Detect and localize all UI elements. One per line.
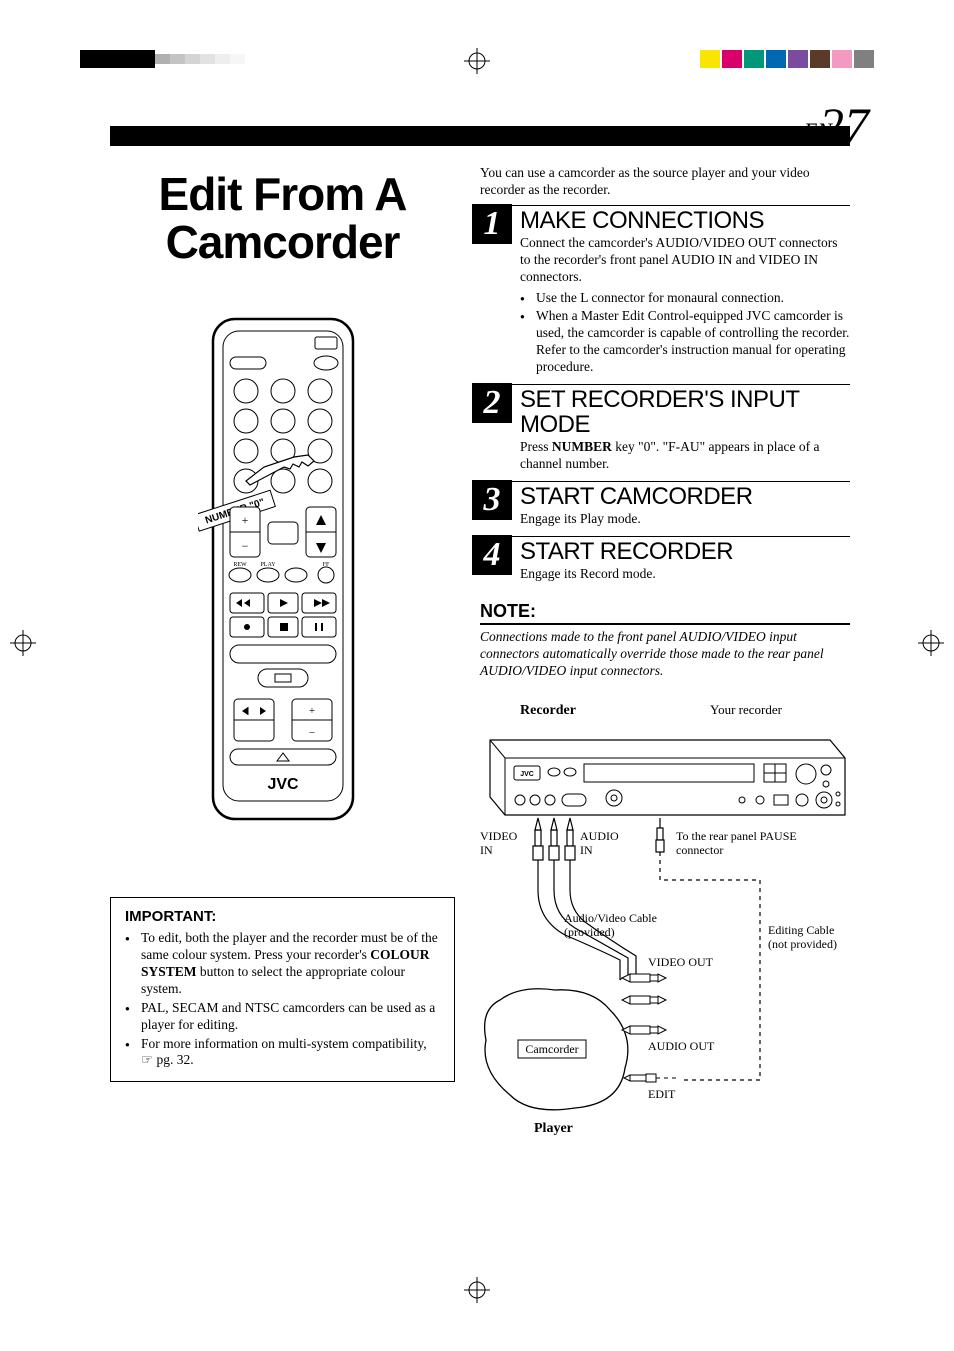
page-title: Edit From A Camcorder	[110, 170, 455, 267]
crop-mark-icon	[918, 630, 944, 656]
svg-text:(not provided): (not provided)	[768, 937, 837, 951]
svg-text:(provided): (provided)	[564, 925, 615, 939]
brand-logo: JVC	[267, 776, 299, 793]
svg-text:Camcorder: Camcorder	[525, 1042, 578, 1056]
svg-text:PLAY: PLAY	[260, 562, 276, 568]
step-number: 1	[472, 204, 512, 244]
svg-text:REW: REW	[233, 562, 247, 568]
svg-text:+: +	[241, 513, 248, 527]
step: 2SET RECORDER'S INPUT MODEPress NUMBER k…	[480, 384, 850, 473]
svg-text:FF: FF	[322, 562, 329, 568]
step-number: 2	[472, 383, 512, 423]
step-bullet: When a Master Edit Control-equipped JVC …	[532, 308, 850, 376]
step-number: 3	[472, 480, 512, 520]
note-body: Connections made to the front panel AUDI…	[480, 629, 850, 680]
svg-text:AUDIO OUT: AUDIO OUT	[648, 1039, 715, 1053]
note-heading: NOTE:	[480, 601, 850, 625]
step: 1MAKE CONNECTIONSConnect the camcorder's…	[480, 205, 850, 376]
svg-text:IN: IN	[480, 843, 493, 857]
svg-text:−: −	[308, 727, 314, 739]
svg-text:AUDIO: AUDIO	[580, 829, 619, 843]
svg-text:connector: connector	[676, 843, 723, 857]
svg-text:EDIT: EDIT	[648, 1087, 676, 1101]
important-box: IMPORTANT: To edit, both the player and …	[110, 897, 455, 1083]
step-title: MAKE CONNECTIONS	[520, 208, 850, 233]
svg-text:+: +	[308, 705, 314, 717]
svg-text:Player: Player	[534, 1121, 573, 1136]
intro-text: You can use a camcorder as the source pl…	[480, 165, 850, 199]
svg-text:Recorder: Recorder	[520, 703, 576, 718]
svg-text:VIDEO: VIDEO	[480, 829, 518, 843]
step-number: 4	[472, 535, 512, 575]
svg-text:IN: IN	[580, 843, 593, 857]
reg-strip-right	[700, 50, 874, 68]
step-body: Engage its Play mode.	[520, 511, 850, 528]
svg-text:Audio/Video Cable: Audio/Video Cable	[564, 911, 657, 925]
step-bullet: Use the L connector for monaural connect…	[532, 290, 850, 307]
crop-mark-icon	[464, 48, 490, 74]
svg-text:To the rear panel PAUSE: To the rear panel PAUSE	[676, 829, 797, 843]
step-body: Engage its Record mode.	[520, 566, 850, 583]
header-bar	[110, 126, 850, 146]
step-body: Press NUMBER key "0". "F-AU" appears in …	[520, 439, 850, 473]
page-number: 27	[819, 96, 869, 154]
svg-text:JVC: JVC	[520, 771, 534, 778]
reg-strip-left	[80, 50, 245, 68]
svg-text:Editing Cable: Editing Cable	[768, 923, 834, 937]
step-title: START CAMCORDER	[520, 484, 850, 509]
important-heading: IMPORTANT:	[125, 908, 440, 927]
remote-control-illustration: NUMBER "0" + − REW PLAY FF	[198, 317, 368, 837]
svg-text:Your recorder: Your recorder	[710, 702, 783, 717]
svg-text:VIDEO OUT: VIDEO OUT	[648, 955, 714, 969]
svg-text:−: −	[241, 539, 248, 553]
crop-mark-icon	[464, 1277, 490, 1303]
step-title: START RECORDER	[520, 539, 850, 564]
important-item: To edit, both the player and the recorde…	[137, 930, 440, 998]
important-item: PAL, SECAM and NTSC camcorders can be us…	[137, 1000, 440, 1034]
crop-mark-icon	[10, 630, 36, 656]
connection-diagram: Recorder Your recorder JVC	[480, 700, 850, 1140]
step: 4START RECORDEREngage its Record mode.	[480, 536, 850, 583]
step-body: Connect the camcorder's AUDIO/VIDEO OUT …	[520, 235, 850, 286]
step: 3START CAMCORDEREngage its Play mode.	[480, 481, 850, 528]
step-title: SET RECORDER'S INPUT MODE	[520, 387, 850, 437]
important-item: For more information on multi-system com…	[137, 1036, 440, 1070]
